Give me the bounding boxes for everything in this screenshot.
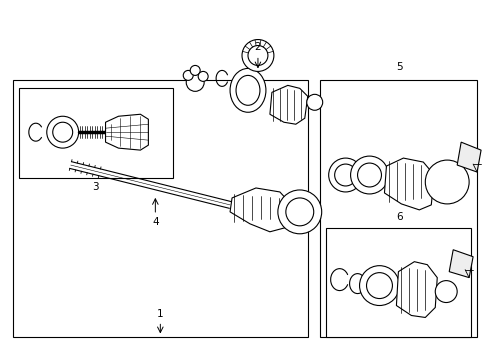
- Text: 2: 2: [255, 42, 261, 53]
- Ellipse shape: [230, 68, 266, 112]
- Circle shape: [367, 273, 392, 298]
- Circle shape: [183, 71, 193, 80]
- Circle shape: [425, 160, 469, 204]
- Circle shape: [242, 40, 274, 71]
- Polygon shape: [457, 142, 481, 172]
- Polygon shape: [396, 262, 437, 318]
- Bar: [319, 80, 477, 337]
- Text: 6: 6: [396, 212, 403, 222]
- Circle shape: [53, 122, 73, 142]
- Bar: [13, 80, 308, 337]
- Circle shape: [286, 198, 314, 226]
- Ellipse shape: [236, 75, 260, 105]
- Circle shape: [350, 156, 389, 194]
- Circle shape: [307, 94, 323, 110]
- Polygon shape: [449, 250, 473, 278]
- Circle shape: [47, 116, 78, 148]
- Bar: [19, 88, 173, 178]
- Circle shape: [360, 266, 399, 306]
- Circle shape: [198, 71, 208, 81]
- Circle shape: [186, 73, 204, 91]
- Polygon shape: [385, 158, 434, 210]
- Bar: [326, 228, 471, 337]
- Circle shape: [358, 163, 382, 187]
- Polygon shape: [230, 188, 292, 232]
- Circle shape: [190, 66, 200, 75]
- Text: 4: 4: [152, 217, 159, 227]
- Circle shape: [335, 164, 357, 186]
- Circle shape: [329, 158, 363, 192]
- Circle shape: [248, 45, 268, 66]
- Text: 1: 1: [157, 310, 164, 319]
- Circle shape: [278, 190, 322, 234]
- Circle shape: [435, 280, 457, 302]
- Polygon shape: [105, 114, 148, 150]
- Polygon shape: [270, 85, 308, 124]
- Text: 3: 3: [92, 182, 99, 192]
- Text: 5: 5: [396, 62, 403, 72]
